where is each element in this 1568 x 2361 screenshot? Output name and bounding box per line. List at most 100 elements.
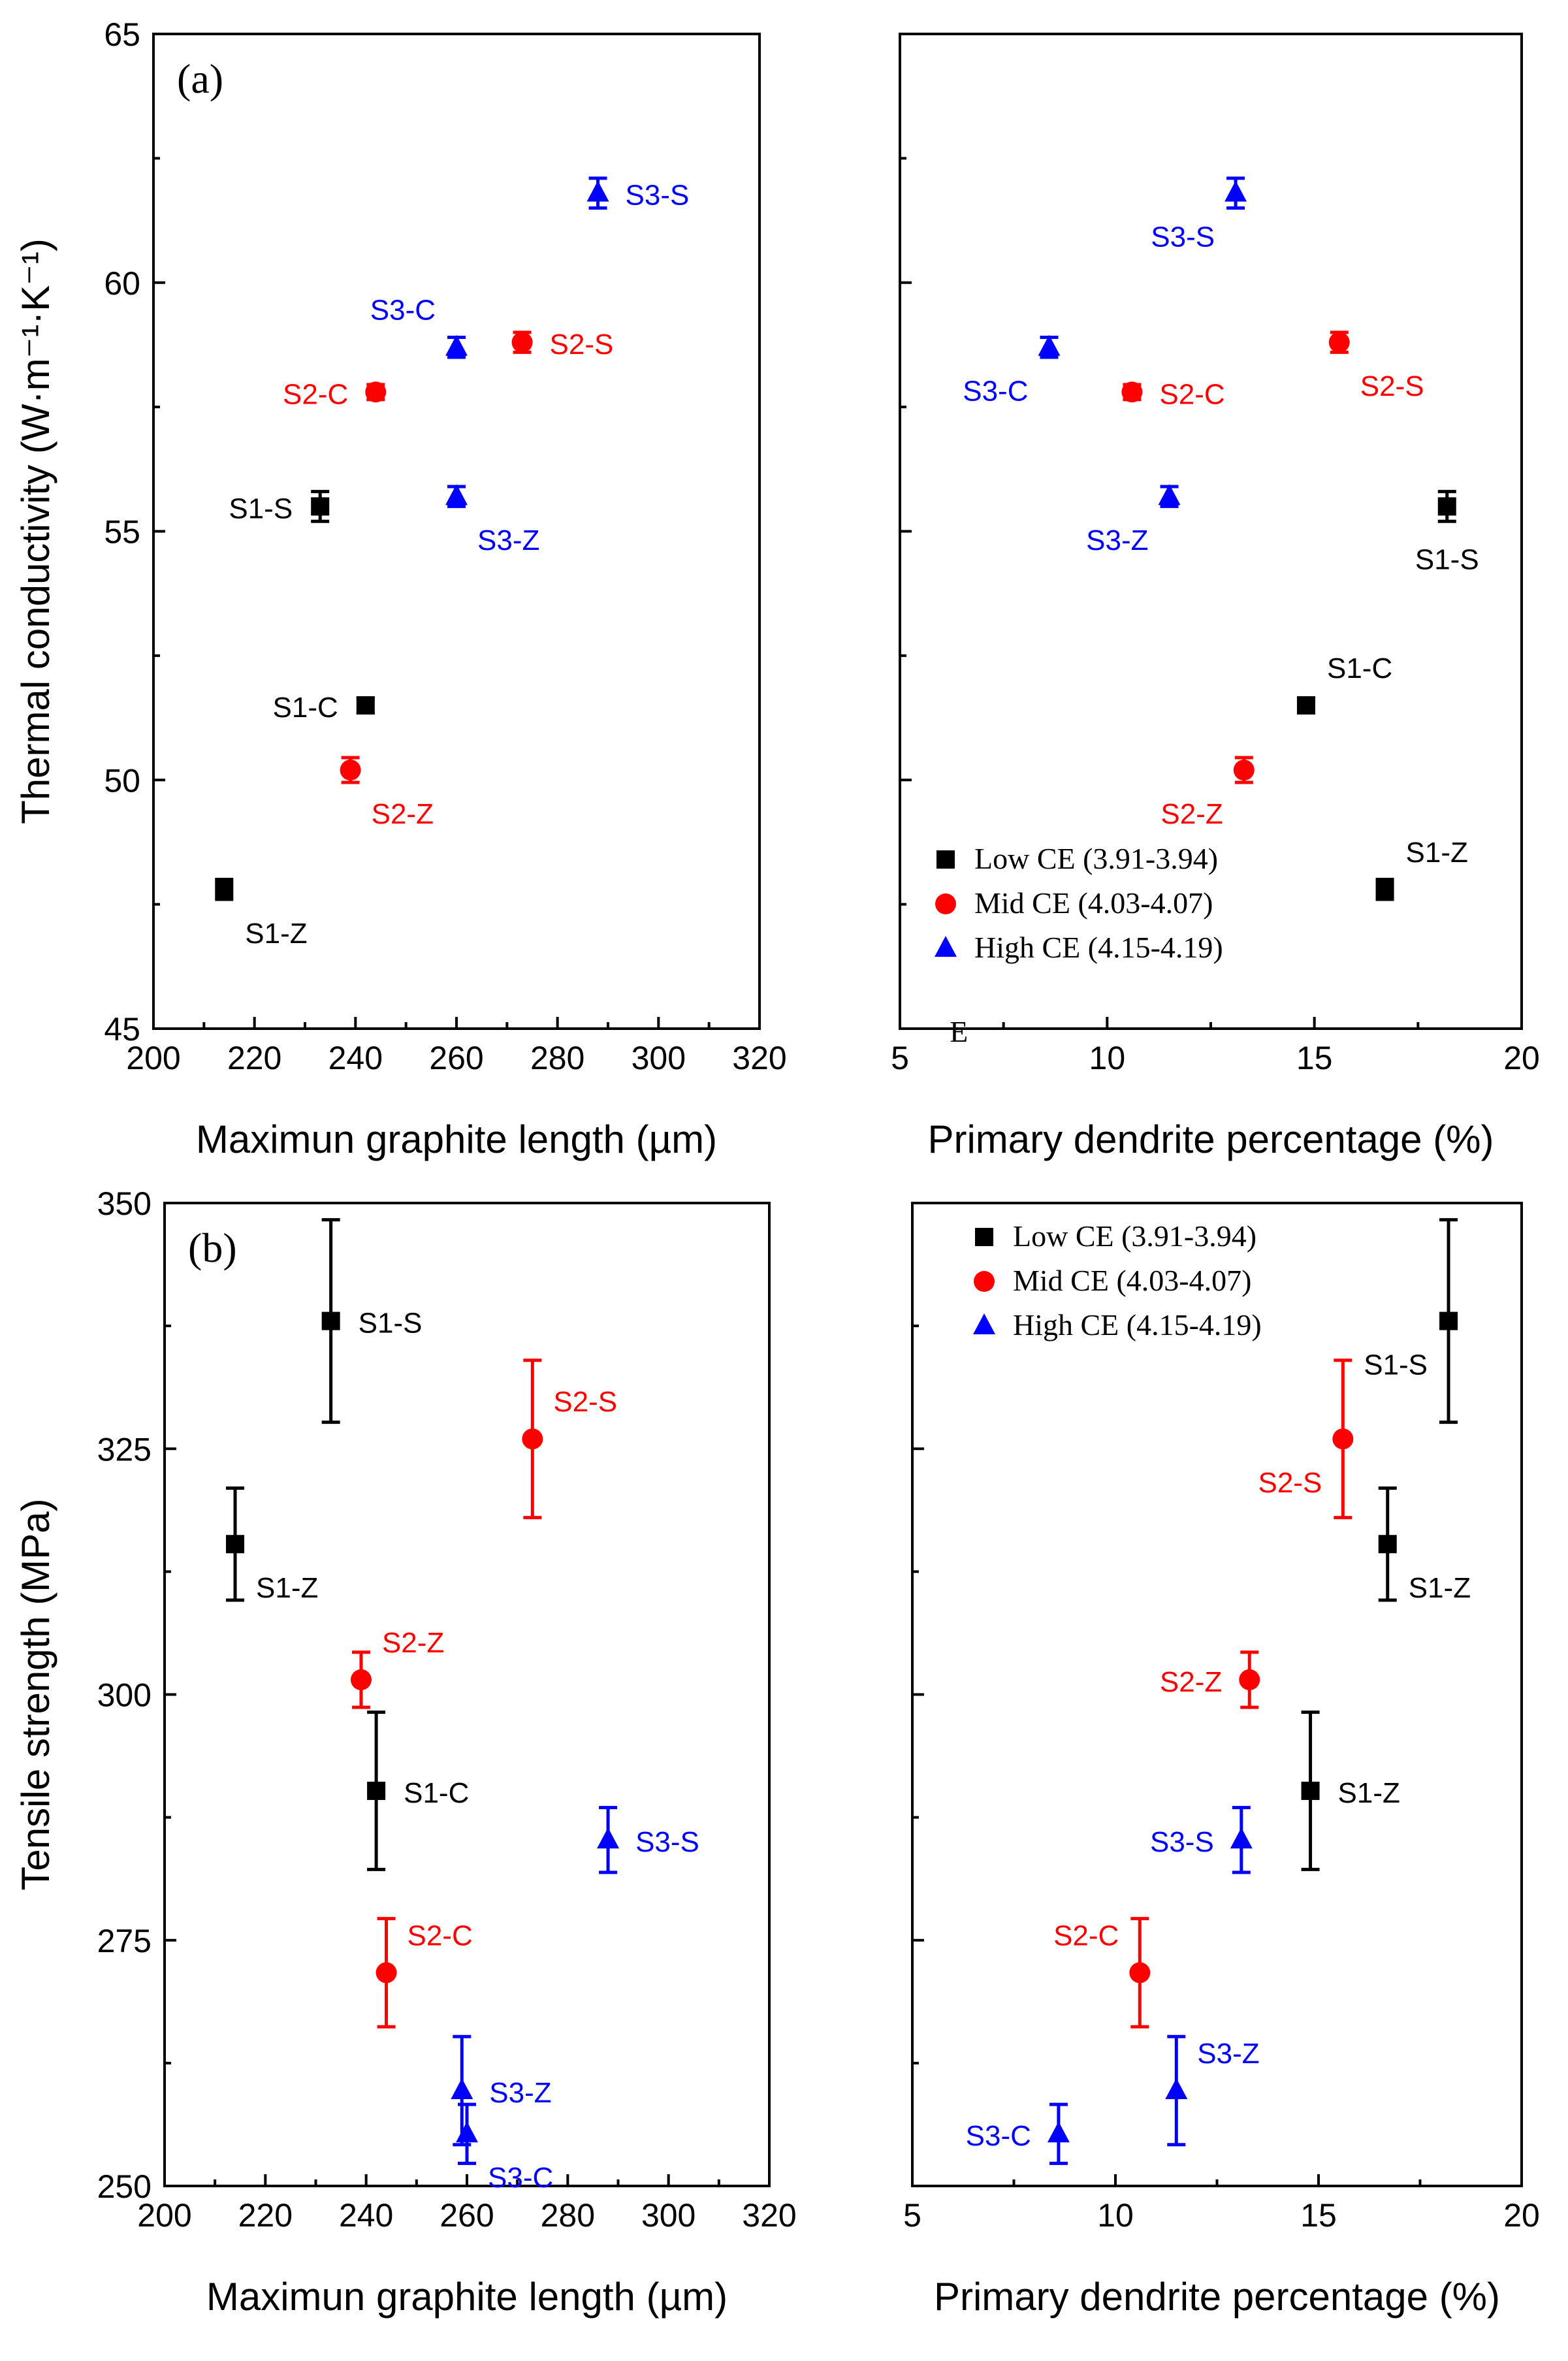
x-tick-label: 300 [632,1040,686,1076]
marker-low [1378,1535,1397,1554]
data-point: S3-Z [1165,2034,1260,2147]
data-point: S3-C [370,295,468,359]
x-axis-title: Maximun graphite length (µm) [206,2275,728,2319]
point-label: S1-S [1415,543,1479,575]
x-axis-title: Maximun graphite length (µm) [196,1117,717,1161]
plot-frame [163,1202,771,2187]
x-tick-label: 20 [1503,2197,1540,2234]
x-tick-label: 280 [530,1040,584,1076]
point-label: S3-S [635,1826,699,1858]
point-label: S1-Z [1406,837,1468,869]
x-tick-label: 5 [903,2197,921,2234]
x-tick-label: 200 [126,1040,180,1076]
marker-high [456,2121,478,2143]
data-point: S2-C [283,378,387,410]
point-label: S1-S [359,1308,423,1340]
point-label: S2-Z [372,798,434,830]
x-tick-label: 240 [328,1040,383,1076]
x-tick-label: 320 [732,1040,786,1076]
y-axis-title: Thermal conductivity (W·m⁻¹·K⁻¹) [14,238,57,824]
x-tick-label: 5 [891,1040,909,1076]
marker-mid [1328,332,1350,353]
marker-low [311,497,330,516]
point-label: S2-Z [1160,1666,1222,1698]
point-label: S3-S [626,180,690,212]
point-label: S2-S [1258,1467,1322,1499]
marker-high [1230,1827,1253,1849]
x-axis-title: Primary dendrite percentage (%) [927,1117,1494,1161]
point-label: S3-C [370,295,436,327]
point-label: S1-Z [245,918,307,950]
y-tick-label: 50 [104,762,140,799]
data-point: S3-C [456,2102,553,2194]
data-point: S3-Z [445,484,539,556]
y-tick-label: 55 [104,514,140,551]
marker-low [1375,880,1394,899]
point-label: S1-S [1364,1349,1428,1381]
data-point: S1-Z [226,1486,318,1604]
point-label: S2-S [1360,370,1424,402]
marker-mid [350,1669,372,1690]
point-label: S2-Z [1160,798,1223,830]
panel-label: (a) [177,56,223,102]
legend-marker-mid [974,1271,995,1292]
marker-low [367,1781,386,1800]
data-point: S1-Z [1375,837,1468,901]
x-tick-label: 260 [440,2197,494,2234]
plot-frame [899,33,1523,1030]
data-point: S1-C [367,1711,469,1871]
data-point: S3-S [597,1806,699,1874]
marker-mid [511,332,533,353]
marker-mid [376,1962,397,1984]
y-tick-label: 250 [97,2168,152,2205]
legend: Low CE (3.91-3.94) Mid CE (4.03-4.07) High… [973,1219,1262,1341]
data-point: S3-S [586,176,690,212]
x-tick-label: 260 [429,1040,483,1076]
y-tick-label: 60 [104,265,140,302]
marker-high [451,2078,473,2100]
chart-panel-bottom-right: 5 10 15 20 Primary dendrite percentage (%) S1… [903,1202,1540,2319]
data-point: S2-S [511,329,614,361]
y-tick-label: 65 [104,16,140,53]
marker-low [1296,696,1315,715]
marker-mid [340,760,361,781]
point-label: S2-S [550,329,614,361]
x-tick-label: 320 [742,2197,796,2234]
point-label: S1-C [273,692,338,724]
legend: Low CE (3.91-3.94) Mid CE (4.03-4.07) High… [935,842,1223,964]
data-point: S1-Z [1301,1711,1400,1871]
data-point: S1-Z [215,878,308,950]
legend-entry: Low CE (3.91-3.94) [1013,1219,1256,1253]
x-tick-label: 10 [1089,1040,1126,1076]
marker-mid [1239,1669,1260,1690]
point-label: S1-C [404,1777,469,1809]
legend-marker-high [973,1313,995,1334]
marker-low [356,696,375,715]
marker-low [226,1535,245,1554]
point-label: S3-Z [1197,2038,1259,2070]
marker-high [445,484,468,506]
marker-mid [1332,1428,1354,1450]
data-point: S2-Z [340,756,434,830]
x-tick-label: 220 [238,2197,293,2234]
data-point: S1-S [1415,490,1479,575]
x-tick-label: 240 [339,2197,393,2234]
legend-entry: Mid CE (4.03-4.07) [1013,1264,1251,1297]
marker-high [1038,334,1061,356]
y-tick-label: 325 [97,1431,152,1468]
data-point: S2-S [1258,1358,1354,1520]
point-label: S2-C [1053,1919,1119,1951]
marker-high [445,334,468,356]
x-tick-label: 300 [641,2197,696,2234]
data-point: S1-S [321,1218,423,1424]
marker-mid [1129,1962,1151,1984]
x-tick-label: 15 [1296,1040,1333,1076]
x-tick-label: 220 [227,1040,281,1076]
marker-low [215,880,234,899]
legend-marker-low [936,850,955,869]
data-point: S2-Z [1160,1650,1260,1709]
legend-entry: Low CE (3.91-3.94) [974,842,1218,875]
point-label: S1-Z [1338,1777,1400,1809]
marker-high [1165,2078,1188,2100]
